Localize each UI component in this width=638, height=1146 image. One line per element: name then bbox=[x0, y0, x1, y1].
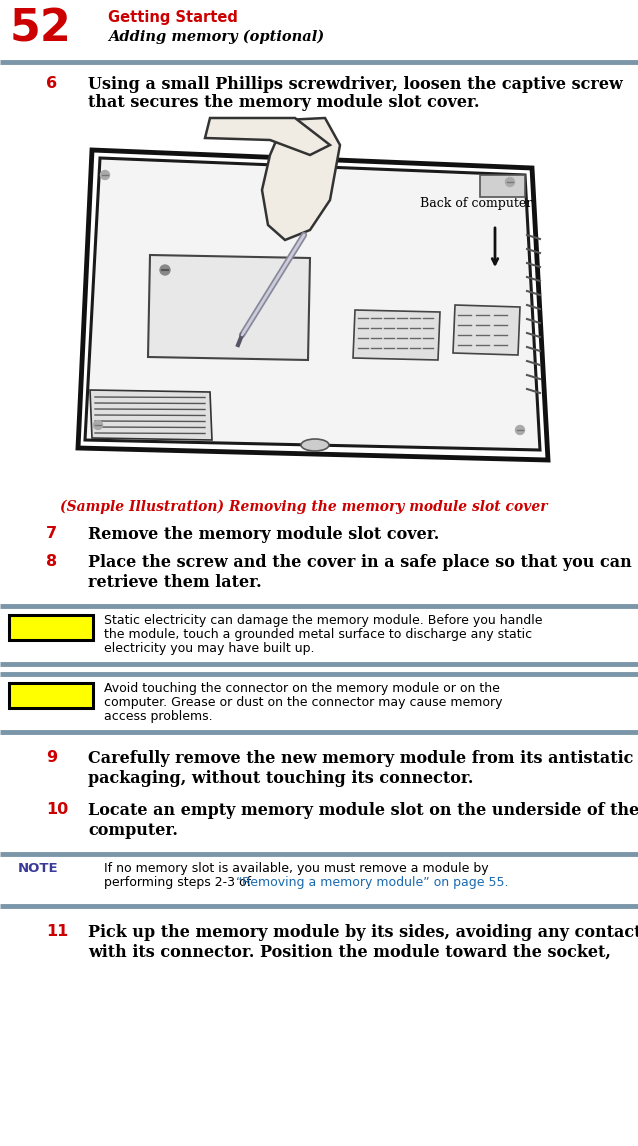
Text: access problems.: access problems. bbox=[104, 711, 212, 723]
Text: packaging, without touching its connector.: packaging, without touching its connecto… bbox=[88, 770, 473, 787]
Text: performing steps 2-3 of: performing steps 2-3 of bbox=[104, 876, 255, 889]
Text: “Removing a memory module” on page 55.: “Removing a memory module” on page 55. bbox=[236, 876, 508, 889]
Text: 6: 6 bbox=[46, 76, 57, 91]
Circle shape bbox=[516, 425, 524, 434]
Ellipse shape bbox=[301, 439, 329, 452]
Text: computer. Grease or dust on the connector may cause memory: computer. Grease or dust on the connecto… bbox=[104, 696, 503, 709]
Text: NOTE: NOTE bbox=[18, 862, 59, 876]
Text: Adding memory (optional): Adding memory (optional) bbox=[108, 30, 324, 45]
Text: (Sample Illustration) Removing the memory module slot cover: (Sample Illustration) Removing the memor… bbox=[60, 500, 547, 515]
Text: Pick up the memory module by its sides, avoiding any contact: Pick up the memory module by its sides, … bbox=[88, 924, 638, 941]
Polygon shape bbox=[85, 158, 540, 450]
Text: 52: 52 bbox=[10, 8, 72, 52]
Text: Getting Started: Getting Started bbox=[108, 10, 238, 25]
Text: CAUTION: CAUTION bbox=[25, 618, 77, 628]
Text: Back of computer: Back of computer bbox=[420, 197, 532, 210]
Text: the module, touch a grounded metal surface to discharge any static: the module, touch a grounded metal surfa… bbox=[104, 628, 532, 641]
Text: 11: 11 bbox=[46, 924, 68, 939]
Text: with its connector. Position the module toward the socket,: with its connector. Position the module … bbox=[88, 944, 611, 961]
Circle shape bbox=[101, 171, 110, 180]
Polygon shape bbox=[262, 118, 340, 240]
Polygon shape bbox=[353, 311, 440, 360]
Text: CAUTION: CAUTION bbox=[25, 686, 77, 696]
Text: Using a small Phillips screwdriver, loosen the captive screw: Using a small Phillips screwdriver, loos… bbox=[88, 76, 623, 93]
Polygon shape bbox=[205, 118, 330, 155]
Bar bbox=[480, 175, 525, 197]
Text: Carefully remove the new memory module from its antistatic: Carefully remove the new memory module f… bbox=[88, 749, 634, 767]
Text: If no memory slot is available, you must remove a module by: If no memory slot is available, you must… bbox=[104, 862, 489, 876]
Text: 8: 8 bbox=[46, 554, 57, 570]
Text: that secures the memory module slot cover.: that secures the memory module slot cove… bbox=[88, 94, 480, 111]
Circle shape bbox=[94, 421, 103, 430]
Polygon shape bbox=[90, 390, 212, 440]
Polygon shape bbox=[148, 256, 310, 360]
FancyBboxPatch shape bbox=[9, 615, 93, 639]
Text: 9: 9 bbox=[46, 749, 57, 766]
Text: Avoid touching the connector on the memory module or on the: Avoid touching the connector on the memo… bbox=[104, 682, 500, 694]
FancyBboxPatch shape bbox=[9, 683, 93, 708]
Circle shape bbox=[160, 265, 170, 275]
Bar bbox=[52, 115, 575, 490]
Polygon shape bbox=[453, 305, 520, 355]
Text: computer.: computer. bbox=[88, 822, 178, 839]
Text: Static electricity can damage the memory module. Before you handle: Static electricity can damage the memory… bbox=[104, 614, 542, 627]
Text: retrieve them later.: retrieve them later. bbox=[88, 574, 262, 591]
Circle shape bbox=[505, 178, 514, 187]
Text: Locate an empty memory module slot on the underside of the: Locate an empty memory module slot on th… bbox=[88, 802, 638, 819]
Text: 7: 7 bbox=[46, 526, 57, 541]
Text: 10: 10 bbox=[46, 802, 68, 817]
Text: electricity you may have built up.: electricity you may have built up. bbox=[104, 642, 315, 656]
Text: Place the screw and the cover in a safe place so that you can: Place the screw and the cover in a safe … bbox=[88, 554, 632, 571]
Text: Remove the memory module slot cover.: Remove the memory module slot cover. bbox=[88, 526, 439, 543]
